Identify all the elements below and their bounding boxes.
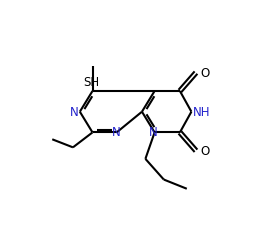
Text: SH: SH (83, 76, 99, 89)
Text: NH: NH (193, 106, 210, 119)
Text: O: O (200, 67, 209, 80)
Text: N: N (70, 106, 79, 119)
Text: O: O (200, 145, 209, 158)
Text: N: N (149, 125, 158, 138)
Text: N: N (112, 125, 121, 138)
